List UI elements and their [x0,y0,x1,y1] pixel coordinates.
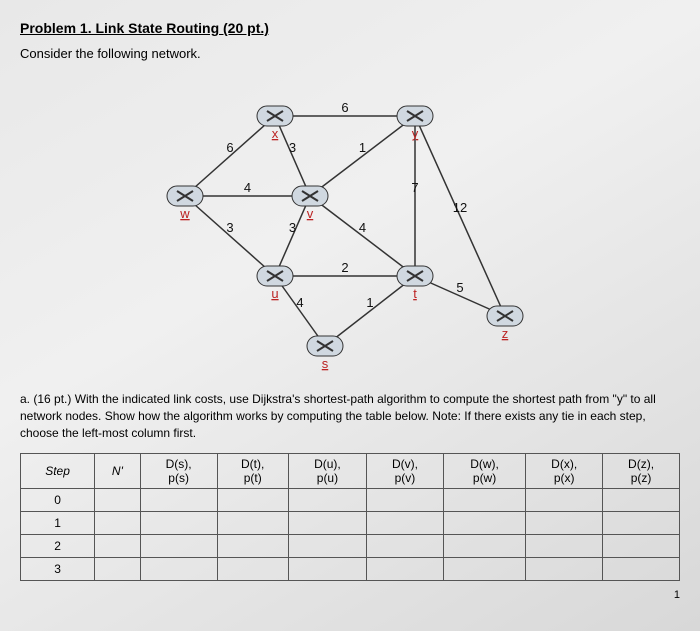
node-label-z: z [502,326,509,341]
empty-cell [140,535,217,558]
node-v: v [292,186,328,221]
empty-cell [526,489,603,512]
node-y: y [397,106,433,141]
col-header-1: N' [95,454,141,489]
empty-cell [95,535,141,558]
empty-cell [443,512,525,535]
col-header-7: D(x),p(x) [526,454,603,489]
edge-weight-y-t: 7 [411,180,418,195]
network-diagram: 6 6 3 1 7 12 4 3 3 4 2 4 5 1 x y w v u t z s [115,76,585,376]
problem-title: Problem 1. Link State Routing (20 pt.) [20,20,680,36]
table-row: 3 [21,558,680,581]
dijkstra-table: StepN'D(s),p(s)D(t),p(t)D(u),p(u)D(v),p(… [20,453,680,581]
part-a-text: a. (16 pt.) With the indicated link cost… [20,391,680,441]
edge-weight-u-s: 4 [296,295,303,310]
empty-cell [443,558,525,581]
empty-cell [288,512,366,535]
empty-cell [367,535,444,558]
node-label-v: v [307,206,314,221]
page-number: 1 [20,589,680,601]
edge-weight-x-v: 3 [289,140,296,155]
empty-cell [443,535,525,558]
problem-subtitle: Consider the following network. [20,46,680,61]
step-cell: 0 [21,489,95,512]
step-cell: 2 [21,535,95,558]
node-t: t [397,266,433,301]
step-cell: 1 [21,512,95,535]
empty-cell [140,489,217,512]
col-header-8: D(z),p(z) [603,454,680,489]
empty-cell [603,489,680,512]
empty-cell [367,558,444,581]
node-w: w [167,186,203,221]
col-header-6: D(w),p(w) [443,454,525,489]
empty-cell [140,558,217,581]
col-header-0: Step [21,454,95,489]
empty-cell [217,512,288,535]
table-row: 1 [21,512,680,535]
edge-x-v [275,116,310,196]
empty-cell [95,512,141,535]
worksheet-page: Problem 1. Link State Routing (20 pt.) C… [0,0,700,631]
table-row: 0 [21,489,680,512]
edge-weight-x-y: 6 [341,100,348,115]
empty-cell [288,535,366,558]
empty-cell [603,512,680,535]
empty-cell [95,558,141,581]
edge-weight-v-t: 4 [359,220,366,235]
empty-cell [526,512,603,535]
table-row: 2 [21,535,680,558]
edge-weight-y-z: 12 [453,200,467,215]
edge-v-t [310,196,415,276]
node-s: s [307,336,343,371]
node-label-y: y [412,126,419,141]
empty-cell [288,489,366,512]
edge-w-u [185,196,275,276]
node-label-w: w [179,206,190,221]
edge-weight-t-s: 1 [366,295,373,310]
col-header-3: D(t),p(t) [217,454,288,489]
col-header-4: D(u),p(u) [288,454,366,489]
node-x: x [257,106,293,141]
edge-weight-v-u: 3 [289,220,296,235]
empty-cell [217,489,288,512]
node-u: u [257,266,293,301]
edge-weight-x-w: 6 [226,140,233,155]
edge-x-w [185,116,275,196]
edge-weight-w-v: 4 [244,180,251,195]
empty-cell [140,512,217,535]
edge-weight-y-v: 1 [359,140,366,155]
edge-weight-u-t: 2 [341,260,348,275]
empty-cell [603,535,680,558]
empty-cell [367,512,444,535]
node-label-u: u [271,286,278,301]
empty-cell [95,489,141,512]
empty-cell [443,489,525,512]
node-label-t: t [413,286,417,301]
col-header-5: D(v),p(v) [367,454,444,489]
edge-y-v [310,116,415,196]
node-label-x: x [272,126,279,141]
edge-weight-w-u: 3 [226,220,233,235]
empty-cell [526,535,603,558]
step-cell: 3 [21,558,95,581]
edge-weight-t-z: 5 [456,280,463,295]
empty-cell [217,535,288,558]
empty-cell [217,558,288,581]
empty-cell [603,558,680,581]
empty-cell [367,489,444,512]
empty-cell [526,558,603,581]
empty-cell [288,558,366,581]
node-label-s: s [322,356,329,371]
edge-t-s [325,276,415,346]
edge-v-u [275,196,310,276]
node-z: z [487,306,523,341]
col-header-2: D(s),p(s) [140,454,217,489]
